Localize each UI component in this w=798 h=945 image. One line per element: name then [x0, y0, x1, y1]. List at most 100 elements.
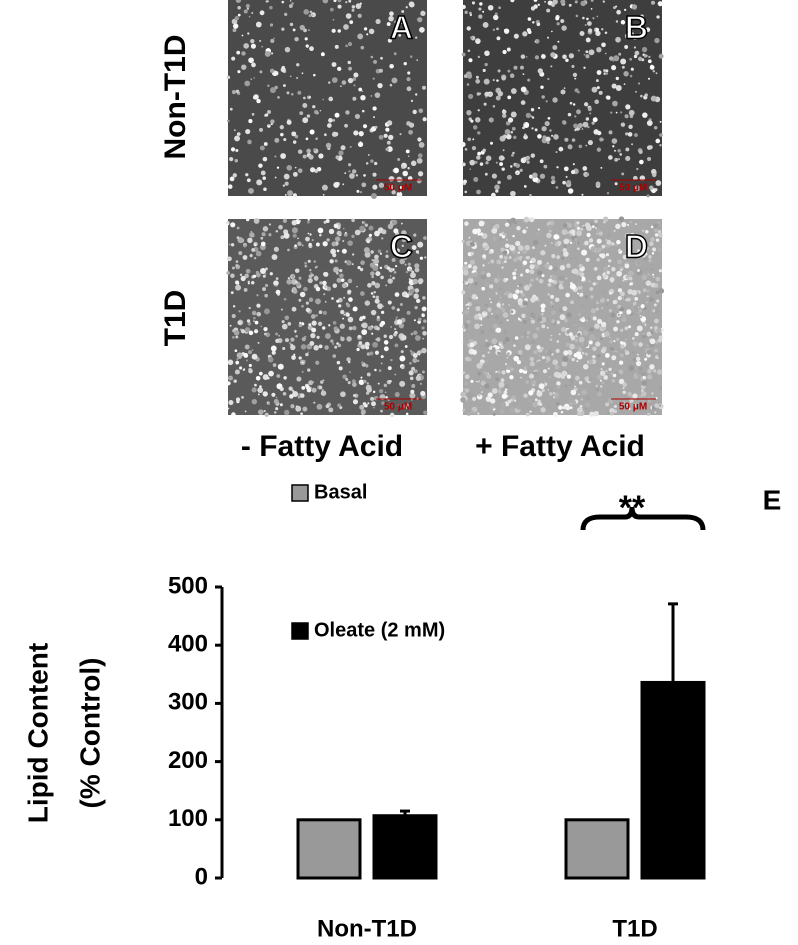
- speckle: [492, 236, 497, 241]
- speckle: [581, 304, 584, 307]
- speckle: [631, 143, 634, 146]
- speckle: [412, 353, 418, 358]
- legend-label: Oleate (2 mM): [314, 619, 445, 641]
- speckle: [286, 165, 293, 171]
- speckle: [469, 159, 476, 166]
- speckle: [287, 322, 292, 326]
- speckle: [357, 334, 362, 339]
- speckle: [658, 335, 663, 340]
- speckle: [394, 343, 399, 348]
- speckle: [487, 351, 490, 354]
- speckle: [528, 390, 534, 396]
- speckle: [284, 194, 287, 196]
- speckle: [541, 313, 544, 316]
- speckle: [503, 260, 507, 263]
- speckle: [274, 137, 280, 143]
- speckle: [227, 407, 230, 410]
- speckle: [585, 50, 589, 54]
- speckle: [514, 222, 517, 225]
- speckle: [655, 138, 661, 144]
- speckle: [624, 402, 629, 407]
- speckle: [248, 57, 254, 64]
- speckle: [616, 9, 621, 15]
- speckle: [608, 367, 612, 372]
- speckle: [529, 285, 532, 288]
- row-label: T1D: [159, 290, 192, 347]
- speckle: [331, 342, 335, 345]
- speckle: [234, 349, 238, 352]
- speckle: [256, 303, 261, 308]
- speckle: [522, 260, 528, 266]
- speckle: [367, 402, 370, 405]
- speckle: [525, 268, 530, 274]
- speckle: [359, 404, 365, 410]
- speckle: [471, 349, 477, 355]
- speckle: [581, 351, 585, 355]
- speckle: [299, 111, 304, 116]
- speckle: [336, 230, 342, 236]
- speckle: [373, 396, 379, 401]
- speckle: [250, 39, 255, 44]
- speckle: [467, 49, 471, 53]
- speckle: [608, 308, 613, 313]
- speckle: [235, 260, 239, 263]
- speckle: [525, 412, 530, 417]
- speckle: [401, 365, 405, 370]
- speckle: [255, 375, 261, 381]
- speckle: [654, 338, 657, 340]
- speckle: [571, 64, 575, 68]
- speckle: [409, 376, 414, 381]
- speckle: [646, 289, 650, 293]
- y-tick-label: 100: [168, 805, 208, 832]
- speckle: [655, 290, 660, 295]
- speckle: [337, 343, 342, 348]
- speckle: [605, 302, 609, 306]
- speckle: [629, 235, 633, 238]
- speckle: [248, 187, 254, 194]
- speckle: [566, 312, 572, 318]
- speckle: [568, 332, 573, 337]
- speckle: [268, 233, 272, 237]
- speckle: [325, 218, 330, 223]
- speckle: [604, 331, 610, 337]
- speckle: [572, 268, 579, 275]
- speckle: [487, 4, 494, 11]
- speckle: [344, 123, 348, 128]
- speckle: [590, 295, 594, 299]
- speckle: [373, 406, 375, 409]
- speckle: [481, 286, 486, 291]
- speckle: [552, 266, 558, 272]
- speckle: [506, 365, 512, 371]
- speckle: [593, 410, 599, 417]
- speckle: [657, 353, 662, 358]
- speckle: [262, 274, 266, 278]
- speckle: [596, 147, 602, 152]
- speckle: [532, 21, 535, 24]
- speckle: [242, 255, 248, 260]
- speckle: [359, 267, 364, 272]
- speckle: [654, 251, 659, 256]
- speckle: [257, 341, 260, 344]
- speckle: [591, 121, 595, 125]
- speckle: [596, 353, 601, 358]
- speckle: [603, 68, 607, 73]
- speckle: [372, 390, 376, 394]
- speckle: [659, 386, 662, 389]
- speckle: [484, 383, 490, 389]
- speckle: [349, 145, 352, 148]
- speckle: [648, 55, 651, 59]
- speckle: [322, 193, 325, 196]
- speckle: [267, 356, 274, 363]
- speckle: [495, 95, 501, 101]
- speckle: [647, 374, 653, 380]
- speckle: [578, 393, 580, 396]
- speckle: [380, 275, 384, 280]
- speckle: [617, 295, 622, 301]
- speckle: [526, 160, 530, 164]
- speckle: [417, 171, 424, 177]
- speckle: [292, 193, 297, 198]
- speckle: [645, 301, 648, 304]
- speckle: [601, 244, 606, 249]
- speckle: [314, 276, 319, 281]
- speckle: [588, 49, 595, 56]
